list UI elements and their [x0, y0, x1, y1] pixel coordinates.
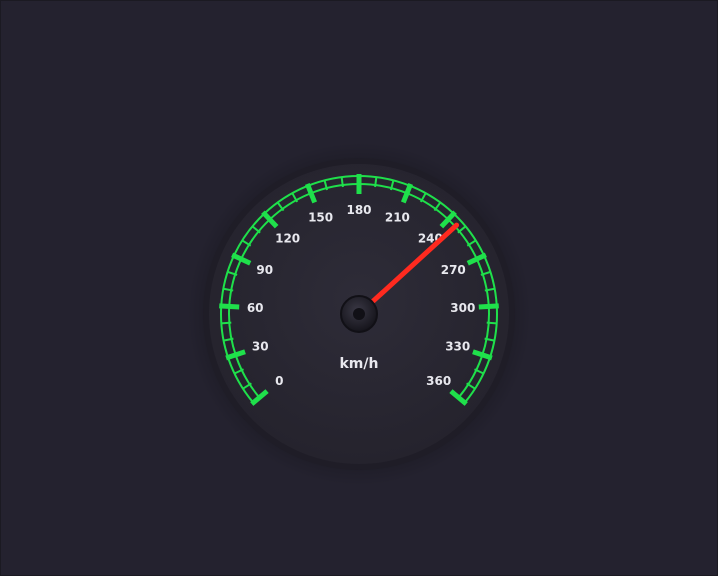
- minor-tick: [223, 337, 234, 342]
- scale-label: 180: [346, 203, 371, 217]
- minor-tick: [234, 368, 244, 375]
- scale-label: 90: [256, 263, 273, 277]
- scale-label: 210: [385, 210, 410, 224]
- scale-label: 360: [426, 374, 451, 388]
- minor-tick: [486, 321, 497, 325]
- minor-tick: [227, 270, 238, 276]
- major-tick: [261, 210, 279, 229]
- major-tick: [439, 210, 457, 229]
- minor-tick: [340, 176, 344, 188]
- minor-tick: [389, 180, 395, 191]
- major-tick: [231, 252, 252, 266]
- major-tick: [472, 349, 493, 361]
- minor-tick: [241, 239, 252, 247]
- scale-ticks: [219, 174, 499, 406]
- scale-label: 150: [308, 210, 333, 224]
- major-tick: [478, 303, 499, 310]
- minor-tick: [484, 287, 495, 292]
- minor-tick: [484, 337, 495, 342]
- minor-tick: [291, 192, 299, 203]
- scale-label: 270: [441, 263, 466, 277]
- major-tick: [304, 182, 318, 204]
- minor-tick: [223, 287, 234, 292]
- minor-tick: [419, 192, 427, 203]
- minor-tick: [242, 382, 252, 390]
- major-tick: [449, 389, 468, 406]
- minor-tick: [433, 201, 442, 212]
- scale-label: 300: [450, 301, 475, 315]
- major-tick: [250, 389, 269, 406]
- needle: [356, 222, 460, 317]
- needle-hub-cap: [353, 308, 365, 320]
- unit-label: km/h: [340, 356, 379, 372]
- minor-tick: [251, 225, 261, 234]
- major-tick: [225, 349, 246, 361]
- major-tick: [466, 252, 487, 266]
- minor-tick: [323, 180, 329, 191]
- minor-tick: [466, 239, 477, 247]
- scale-label: 60: [247, 301, 264, 315]
- needle-line: [356, 222, 460, 317]
- major-tick: [400, 182, 414, 204]
- minor-tick: [276, 201, 285, 212]
- major-tick: [219, 303, 240, 310]
- minor-tick: [466, 382, 476, 390]
- minor-tick: [221, 321, 232, 325]
- scale-label: 30: [252, 340, 269, 354]
- minor-tick: [474, 368, 484, 375]
- minor-tick: [457, 225, 467, 234]
- minor-tick: [480, 270, 491, 276]
- scale-label: 0: [275, 374, 283, 388]
- scale-label: 120: [275, 231, 300, 245]
- minor-tick: [374, 176, 378, 188]
- scale-label: 330: [445, 340, 470, 354]
